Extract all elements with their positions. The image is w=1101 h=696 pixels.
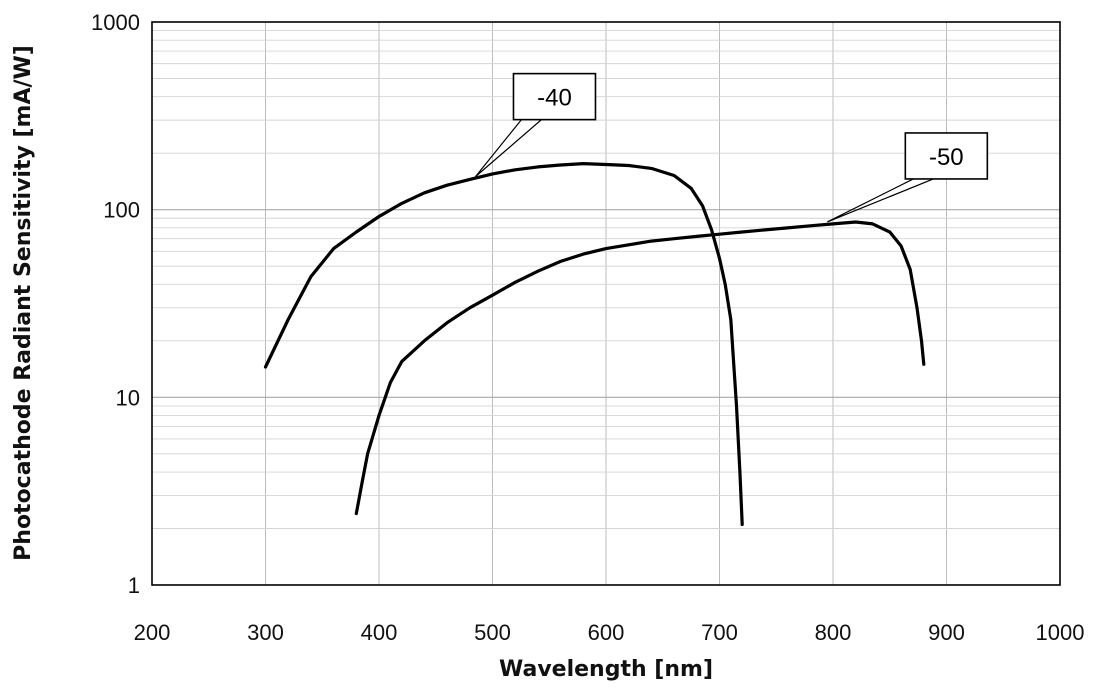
x-tick-label: 900 (928, 620, 965, 645)
x-tick-label: 400 (361, 620, 398, 645)
callout-leader (827, 178, 934, 223)
y-axis-title: Photocathode Radiant Sensitivity [mA/W] (11, 45, 36, 561)
y-tick-label: 1000 (91, 10, 140, 35)
y-tick-label: 1 (128, 573, 140, 598)
x-axis-title: Wavelength [nm] (499, 657, 713, 682)
x-tick-label: 700 (701, 620, 738, 645)
series-lines (263, 162, 926, 527)
x-tick-label: 300 (247, 620, 284, 645)
axis-ticks: 200 300 400 500 600 700 800 900 1000 1 10 100 1000 (91, 10, 1084, 645)
callout-leader (475, 119, 542, 178)
x-tick-label: 200 (134, 620, 171, 645)
y-tick-label: 10 (116, 385, 140, 410)
series-label: -40 (537, 85, 572, 112)
series-line-50 (354, 220, 926, 516)
x-tick-label: 800 (815, 620, 852, 645)
grid (152, 22, 1060, 585)
series-line-40 (263, 162, 744, 527)
y-tick-label: 100 (103, 198, 140, 223)
x-tick-label: 500 (474, 620, 511, 645)
series-label: -50 (929, 144, 964, 171)
series-callouts: -40 -50 (475, 72, 989, 223)
callout-box (512, 72, 597, 121)
plot-frame (151, 21, 1061, 586)
x-tick-label: 1000 (1036, 620, 1085, 645)
x-tick-label: 600 (588, 620, 625, 645)
callout-box (904, 132, 989, 180)
